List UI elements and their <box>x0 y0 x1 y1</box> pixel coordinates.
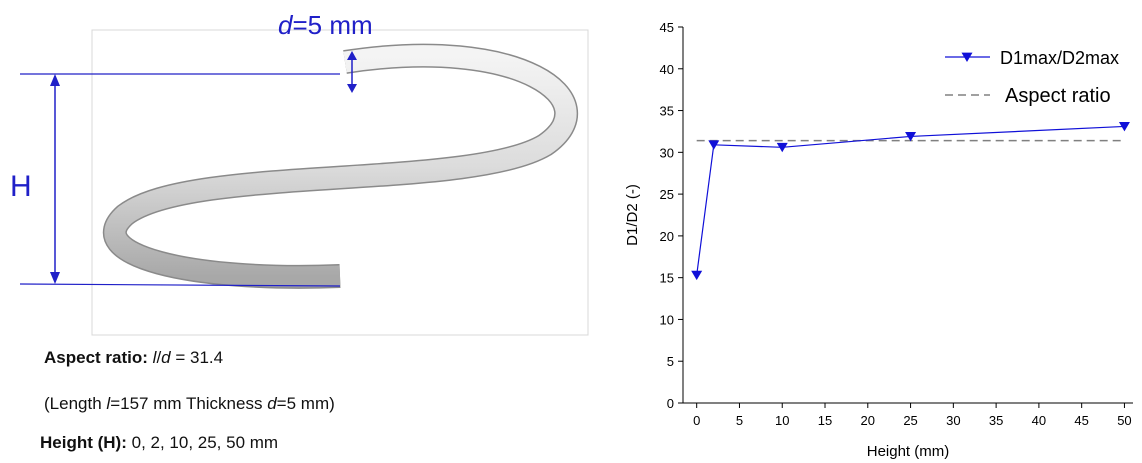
y-tick-label: 10 <box>660 312 674 327</box>
diagram: d=5 mm H <box>10 10 589 336</box>
legend-label: D1max/D2max <box>1000 48 1119 68</box>
x-tick-label: 15 <box>818 413 832 428</box>
caption-text: =5 mm) <box>276 394 335 413</box>
caption-text: Height (H): <box>40 433 127 452</box>
d-value: =5 mm <box>292 10 372 40</box>
h-label: H <box>10 170 32 203</box>
caption-text: 0, 2, 10, 25, 50 mm <box>131 433 279 452</box>
y-tick-label: 25 <box>660 187 674 202</box>
y-tick-label: 40 <box>660 62 674 77</box>
x-tick-label: 45 <box>1074 413 1088 428</box>
marker <box>708 140 720 150</box>
marker <box>905 132 917 142</box>
caption-text: =157 mm Thickness <box>110 394 263 413</box>
caption-text: / <box>156 348 162 367</box>
x-tick-label: 20 <box>861 413 875 428</box>
y-tick-label: 30 <box>660 145 674 160</box>
y-axis-label: D1/D2 (-) <box>624 184 641 246</box>
caption-text: d <box>161 348 171 367</box>
x-tick-label: 40 <box>1032 413 1046 428</box>
x-axis-label: Height (mm) <box>867 443 950 460</box>
x-tick-label: 30 <box>946 413 960 428</box>
x-tick-label: 10 <box>775 413 789 428</box>
bounding-box <box>91 29 589 336</box>
marker <box>691 270 703 281</box>
y-tick-label: 5 <box>667 354 674 369</box>
caption-height: Height (H): 0, 2, 10, 25, 50 mm <box>40 433 278 453</box>
y-tick-label: 20 <box>660 229 674 244</box>
x-tick-label: 0 <box>693 413 700 428</box>
x-tick-label: 35 <box>989 413 1003 428</box>
x-tick-label: 50 <box>1117 413 1131 428</box>
d-label: d=5 mm <box>278 10 373 40</box>
bottom-line <box>19 283 341 287</box>
caption-text: (Length <box>44 394 102 413</box>
caption-text: d <box>267 394 277 413</box>
caption-aspect: Aspect ratio: l/d = 31.4 <box>44 348 223 368</box>
marker <box>1118 122 1130 132</box>
y-tick-label: 15 <box>660 271 674 286</box>
d-arrowheads <box>347 51 357 93</box>
y-tick-label: 0 <box>667 396 674 411</box>
caption-text: l <box>106 394 111 413</box>
chart: 0 5 10 15 20 25 30 35 40 45 0 5 10 15 20 25 30 35 40 45 50 He… <box>624 20 1133 460</box>
tube <box>104 45 577 288</box>
caption-text: = 31.4 <box>175 348 224 367</box>
marker <box>776 142 788 153</box>
caption-text: Aspect ratio: <box>44 348 148 367</box>
caption-text: l <box>152 348 157 367</box>
y-tick-label: 45 <box>660 20 674 35</box>
x-tick-label: 25 <box>903 413 917 428</box>
legend-marker <box>961 52 973 62</box>
d-symbol: d <box>278 10 294 40</box>
x-tick-label: 5 <box>736 413 743 428</box>
legend-label: Aspect ratio <box>1005 85 1111 107</box>
caption-length: (Length l=157 mm Thickness d=5 mm) <box>44 394 335 414</box>
y-tick-label: 35 <box>660 104 674 119</box>
series-line <box>696 125 1125 276</box>
